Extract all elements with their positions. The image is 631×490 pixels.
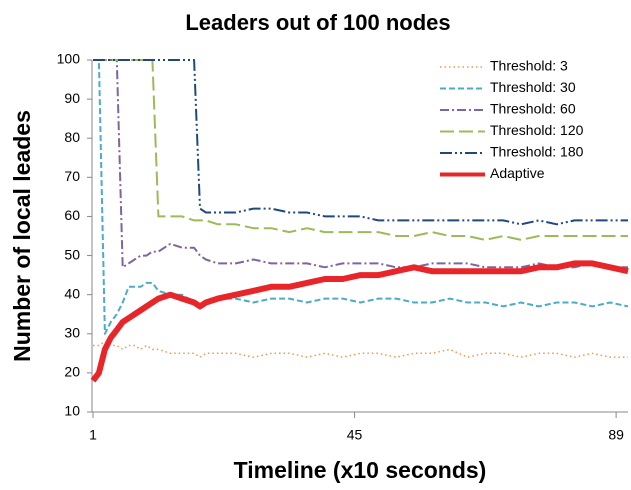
y-tick-label: 20: [64, 364, 80, 380]
y-tick-label: 10: [64, 403, 80, 419]
series-line: [93, 59, 628, 226]
y-tick-label: 40: [64, 285, 80, 301]
y-tick-label: 60: [64, 207, 80, 223]
series-line: [93, 59, 628, 241]
legend-label: Threshold: 120: [490, 122, 584, 138]
legend-label: Adaptive: [490, 165, 545, 181]
legend-label: Threshold: 60: [490, 101, 576, 117]
x-tick-label: 89: [608, 427, 624, 443]
y-tick-label: 70: [64, 168, 80, 184]
y-tick-label: 100: [57, 51, 81, 67]
x-tick-label: 45: [347, 427, 363, 443]
x-tick-label: 1: [89, 427, 97, 443]
legend-label: Threshold: 180: [490, 144, 584, 160]
series-line: [93, 59, 629, 335]
legend-label: Threshold: 3: [490, 58, 568, 74]
chart-title: Leaders out of 100 nodes: [185, 10, 450, 35]
series-line: [93, 59, 628, 269]
series-line: [90, 260, 629, 383]
y-axis-label: Number of local leades: [9, 110, 35, 362]
y-tick-label: 90: [64, 90, 80, 106]
x-axis-label: Timeline (x10 seconds): [234, 457, 487, 483]
y-tick-label: 30: [64, 324, 80, 340]
series-line: [93, 340, 628, 358]
y-tick-label: 50: [64, 246, 80, 262]
y-tick-label: 80: [64, 129, 80, 145]
legend-label: Threshold: 30: [490, 79, 576, 95]
